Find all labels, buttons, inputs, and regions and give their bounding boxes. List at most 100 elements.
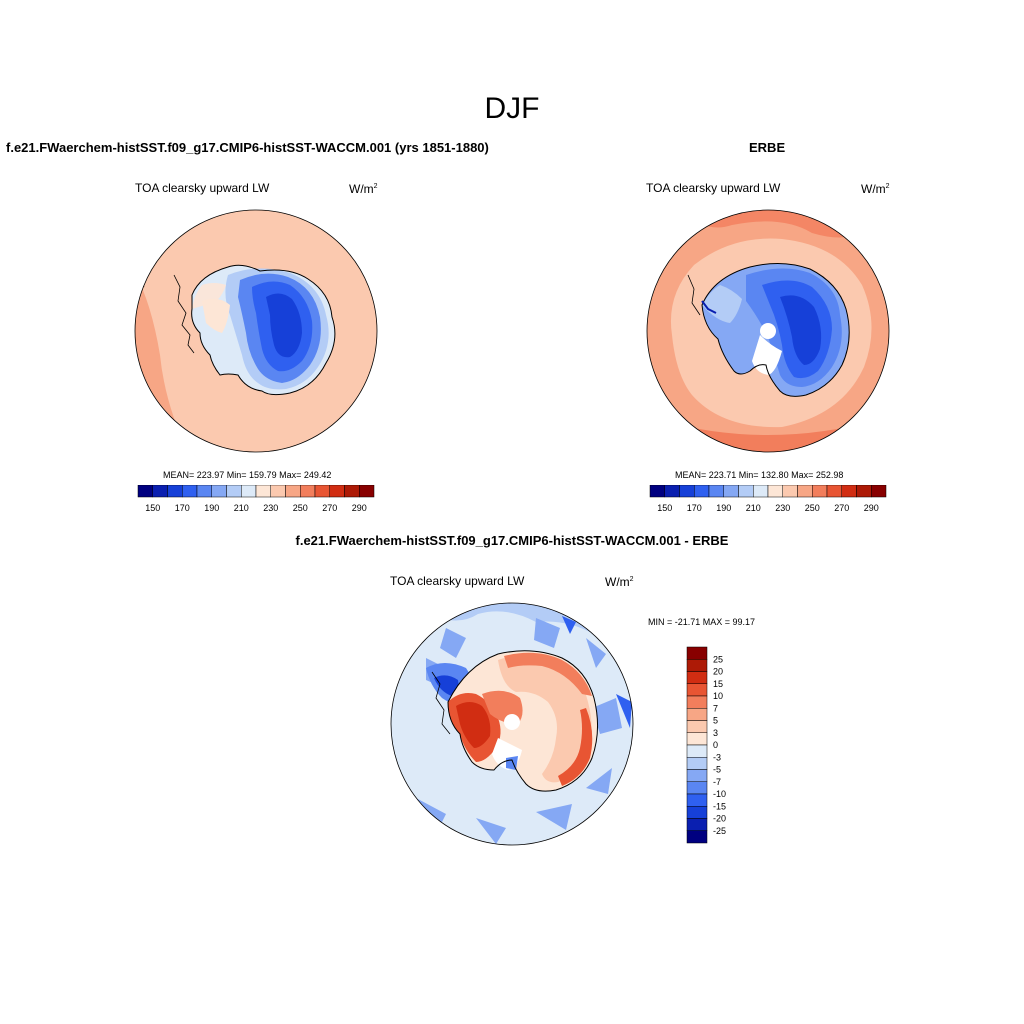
model-colorbar-labels: 150 170 190 210 230 250 270 290 xyxy=(145,503,367,513)
obs-stats: MEAN= 223.71 Min= 132.80 Max= 252.98 xyxy=(675,470,844,480)
obs-polar-map xyxy=(646,209,890,453)
model-colorbar-box xyxy=(137,485,153,498)
diff-units-label: W/m2 xyxy=(605,575,634,589)
model-colorbar-box xyxy=(211,485,227,498)
model-colorbar-box xyxy=(167,485,183,498)
diff-colorbar-tick-label: -15 xyxy=(713,801,726,811)
model-colorbar-box xyxy=(152,485,168,498)
diff-colorbar-tick-label: -5 xyxy=(713,765,721,775)
diff-colorbar-tick-label: 0 xyxy=(713,740,718,750)
model-colorbar: 150 170 190 210 230 250 270 290 xyxy=(137,485,375,513)
diff-colorbar-tick-label: -3 xyxy=(713,752,721,762)
diff-colorbar-box xyxy=(686,659,708,672)
model-colorbar-box xyxy=(314,485,330,498)
obs-colorbar-tick-label: 210 xyxy=(746,503,761,513)
diff-colorbar-tick-label: -10 xyxy=(713,789,726,799)
obs-colorbar-tick-label: 230 xyxy=(775,503,790,513)
diff-colorbar-box xyxy=(686,781,708,795)
model-colorbar-tick-label: 170 xyxy=(175,503,190,513)
diff-colorbar-box xyxy=(686,793,708,807)
obs-colorbar-box xyxy=(723,485,739,498)
obs-panel-title: ERBE xyxy=(749,140,786,155)
diff-variable-label: TOA clearsky upward LW xyxy=(390,574,525,588)
model-colorbar-box xyxy=(226,485,242,498)
diff-colorbar: 25 20 15 10 7 5 3 0 -3 -5 -7 -10 -15 -20 -25 xyxy=(686,646,726,844)
diff-colorbar-tick-label: 10 xyxy=(713,691,723,701)
diff-colorbar-box xyxy=(686,720,708,733)
diff-colorbar-tick-label: -20 xyxy=(713,814,726,824)
obs-colorbar-tick-label: 170 xyxy=(687,503,702,513)
obs-colorbar-box xyxy=(812,485,828,498)
diff-colorbar-boxes xyxy=(686,646,708,844)
obs-colorbar-box xyxy=(797,485,813,498)
diff-colorbar-box xyxy=(686,830,708,844)
model-colorbar-box xyxy=(196,485,212,498)
model-colorbar-tick-label: 230 xyxy=(263,503,278,513)
model-polar-map xyxy=(134,209,378,453)
obs-colorbar-box xyxy=(767,485,783,498)
diff-colorbar-tick-label: 7 xyxy=(713,703,718,713)
obs-colorbar-tick-label: 250 xyxy=(805,503,820,513)
obs-colorbar-box xyxy=(826,485,842,498)
obs-colorbar-boxes xyxy=(649,485,887,498)
obs-units-label: W/m2 xyxy=(861,182,890,196)
model-variable-label: TOA clearsky upward LW xyxy=(135,181,270,195)
model-stats: MEAN= 223.97 Min= 159.79 Max= 249.42 xyxy=(163,470,332,480)
model-colorbar-box xyxy=(182,485,198,498)
obs-colorbar-labels: 150 170 190 210 230 250 270 290 xyxy=(657,503,879,513)
obs-colorbar-tick-label: 290 xyxy=(864,503,879,513)
obs-colorbar-box xyxy=(738,485,754,498)
diff-colorbar-tick-label: 5 xyxy=(713,716,718,726)
obs-variable-label: TOA clearsky upward LW xyxy=(646,181,781,195)
model-panel-title: f.e21.FWaerchem-histSST.f09_g17.CMIP6-hi… xyxy=(6,140,489,155)
obs-colorbar-box xyxy=(708,485,724,498)
obs-colorbar: 150 170 190 210 230 250 270 290 xyxy=(649,485,887,513)
diff-colorbar-box xyxy=(686,646,708,660)
model-colorbar-boxes xyxy=(137,485,375,498)
model-colorbar-box xyxy=(300,485,316,498)
obs-colorbar-tick-label: 150 xyxy=(657,503,672,513)
obs-colorbar-box xyxy=(841,485,857,498)
obs-colorbar-box xyxy=(871,485,887,498)
obs-colorbar-box xyxy=(694,485,710,498)
model-colorbar-tick-label: 150 xyxy=(145,503,160,513)
model-colorbar-box xyxy=(241,485,257,498)
obs-colorbar-tick-label: 190 xyxy=(716,503,731,513)
diff-colorbar-box xyxy=(686,744,708,758)
diff-colorbar-box xyxy=(686,757,708,770)
model-colorbar-box xyxy=(255,485,271,498)
diff-colorbar-tick-label: 20 xyxy=(713,667,723,677)
diff-polar-map xyxy=(390,602,634,846)
diff-panel-title: f.e21.FWaerchem-histSST.f09_g17.CMIP6-hi… xyxy=(295,533,729,548)
model-colorbar-tick-label: 250 xyxy=(293,503,308,513)
model-colorbar-tick-label: 290 xyxy=(352,503,367,513)
obs-colorbar-box xyxy=(649,485,665,498)
obs-colorbar-box xyxy=(782,485,798,498)
model-colorbar-box xyxy=(359,485,375,498)
diff-colorbar-labels: 25 20 15 10 7 5 3 0 -3 -5 -7 -10 -15 -20 -25 xyxy=(713,654,726,836)
obs-colorbar-box xyxy=(856,485,872,498)
model-colorbar-box xyxy=(329,485,345,498)
model-colorbar-tick-label: 270 xyxy=(322,503,337,513)
diff-colorbar-box xyxy=(686,769,708,782)
main-title: DJF xyxy=(484,92,540,125)
diff-colorbar-box xyxy=(686,732,708,746)
model-colorbar-box xyxy=(270,485,286,498)
diff-colorbar-tick-label: 15 xyxy=(713,679,723,689)
diff-colorbar-tick-label: 25 xyxy=(713,654,723,664)
model-colorbar-tick-label: 210 xyxy=(234,503,249,513)
model-colorbar-tick-label: 190 xyxy=(204,503,219,513)
model-colorbar-box xyxy=(285,485,301,498)
model-units-label: W/m2 xyxy=(349,182,378,196)
diff-colorbar-box xyxy=(686,671,708,684)
diff-colorbar-box xyxy=(686,818,708,831)
obs-colorbar-box xyxy=(679,485,695,498)
diff-colorbar-box xyxy=(686,683,708,697)
diff-colorbar-box xyxy=(686,806,708,819)
diff-stats: MIN = -21.71 MAX = 99.17 xyxy=(648,617,756,627)
model-colorbar-box xyxy=(344,485,360,498)
obs-colorbar-box xyxy=(664,485,680,498)
diff-colorbar-tick-label: -7 xyxy=(713,777,721,787)
diff-colorbar-box xyxy=(686,708,708,721)
obs-colorbar-tick-label: 270 xyxy=(834,503,849,513)
